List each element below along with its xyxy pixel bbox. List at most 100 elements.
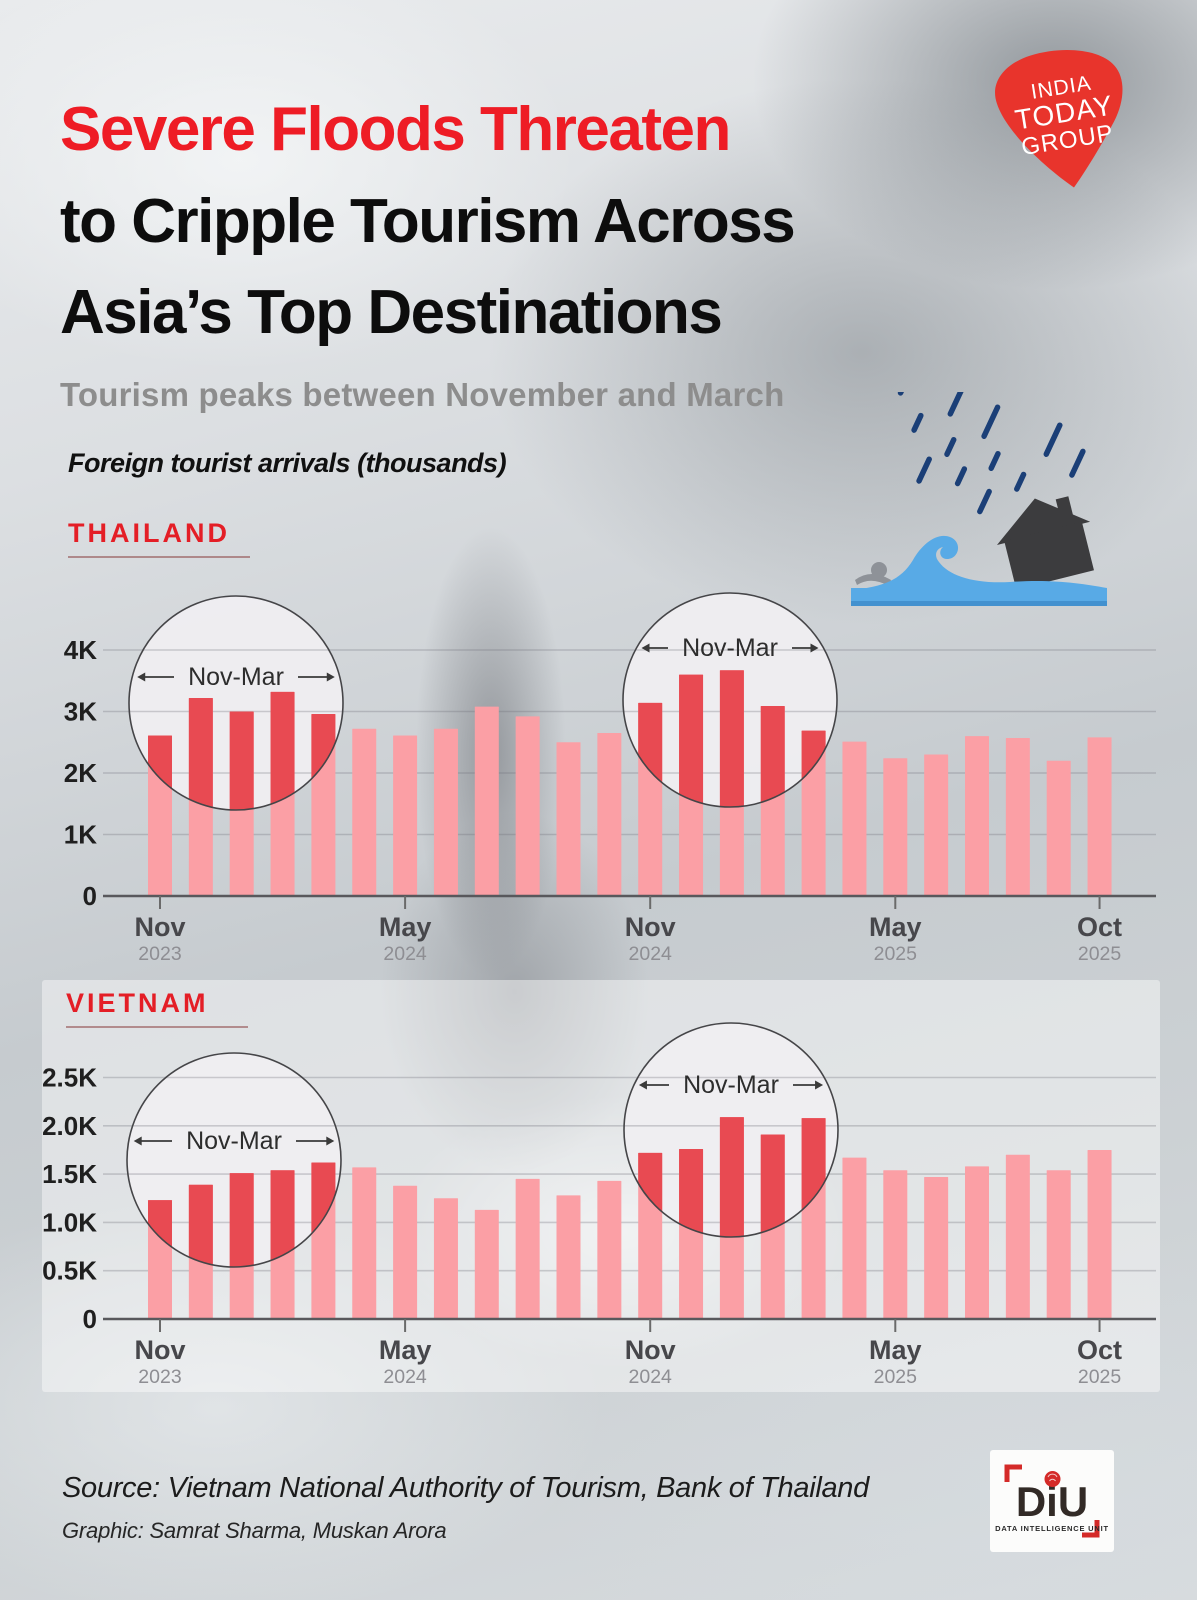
x-tick-month: Oct — [1077, 912, 1122, 942]
bar-vietnam-10 — [556, 1195, 581, 1319]
highlight-circle-outline — [623, 1022, 839, 1238]
title-line-1: Severe Floods Threaten — [60, 95, 731, 164]
x-tick-month: Nov — [625, 1335, 676, 1365]
bar-thailand-23 — [1087, 737, 1112, 896]
bar-vietnam-7 — [433, 1198, 458, 1319]
y-tick-label: 1K — [64, 820, 97, 850]
bar-vietnam-17 — [842, 1157, 867, 1319]
bar-thailand-22 — [1046, 760, 1071, 896]
flood-icon — [851, 392, 1107, 606]
x-tick-year: 2025 — [1078, 1366, 1122, 1388]
annotation-nov-mar: Nov-Mar — [188, 663, 284, 691]
bar-vietnam-22 — [1046, 1170, 1071, 1319]
diu-logo: DiU DATA INTELLIGENCE UNIT — [990, 1450, 1114, 1552]
bar-thailand-1-highlighted — [188, 697, 213, 810]
y-tick-label: 0.5K — [42, 1256, 97, 1286]
x-tick-year: 2025 — [874, 943, 918, 965]
diu-subtext: DATA INTELLIGENCE UNIT — [995, 1524, 1109, 1533]
bar-vietnam-19 — [924, 1176, 949, 1319]
source-text: Source: Vietnam National Authority of To… — [62, 1472, 869, 1504]
title-line-3: Asia’s Top Destinations — [60, 278, 723, 347]
bar-thailand-2-highlighted — [229, 711, 254, 810]
x-tick-month: May — [379, 1335, 432, 1365]
bar-thailand-19 — [924, 754, 949, 896]
diu-bracket-bottomright — [1082, 1520, 1100, 1538]
bar-vietnam-3-highlighted — [270, 1170, 295, 1267]
annotation-arrowhead — [638, 1080, 647, 1090]
bar-vietnam-20 — [965, 1166, 989, 1319]
x-tick-month: May — [379, 912, 432, 942]
x-tick-month: Oct — [1077, 1335, 1122, 1365]
y-tick-label: 1.0K — [42, 1207, 97, 1237]
wave-icon — [851, 535, 1107, 606]
annotation-nov-mar: Nov-Mar — [186, 1127, 282, 1155]
chart-vietnam: 00.5K1.0K1.5K2.0K2.5KNov-MarNov-MarNov20… — [42, 1022, 1156, 1388]
bar-thailand-10 — [556, 742, 581, 896]
x-tick-year: 2024 — [629, 1366, 673, 1388]
y-tick-label: 4K — [64, 635, 97, 665]
bar-thailand-14-highlighted — [719, 670, 744, 807]
y-tick-label: 2.0K — [42, 1111, 97, 1141]
x-tick-year: 2025 — [1078, 943, 1122, 965]
bar-thailand-8 — [474, 706, 499, 896]
bar-thailand-17 — [842, 741, 867, 896]
bar-thailand-20 — [965, 736, 989, 896]
annotation-nov-mar: Nov-Mar — [683, 1071, 779, 1099]
x-tick-month: May — [869, 1335, 922, 1365]
x-tick-year: 2023 — [138, 943, 181, 965]
subtitle: Tourism peaks between November and March — [60, 376, 785, 413]
bar-vietnam-8 — [474, 1209, 499, 1319]
bar-vietnam-18 — [883, 1170, 908, 1319]
x-tick-month: Nov — [134, 912, 185, 942]
highlight-circle-outline — [126, 1052, 342, 1268]
x-tick-year: 2024 — [383, 943, 427, 965]
bar-thailand-7 — [433, 728, 458, 896]
bar-thailand-11 — [597, 733, 622, 896]
logo-pick-shape — [995, 50, 1123, 188]
x-tick-year: 2024 — [629, 943, 673, 965]
chart-title-thailand: THAILAND — [68, 518, 230, 548]
bar-vietnam-14-highlighted — [719, 1117, 744, 1237]
x-tick-year: 2023 — [138, 1366, 181, 1388]
annotation-arrowhead — [815, 1080, 824, 1090]
annotation-arrowhead — [641, 643, 650, 653]
bar-thailand-5 — [352, 728, 377, 896]
chart-title-vietnam: VIETNAM — [66, 988, 209, 1018]
bar-thailand-3-highlighted — [270, 691, 295, 810]
x-tick-month: May — [869, 912, 922, 942]
bar-vietnam-6 — [393, 1185, 418, 1319]
x-tick-year: 2024 — [383, 1366, 427, 1388]
highlight-circle-outline — [128, 595, 344, 811]
annotation-arrowhead — [137, 672, 146, 682]
bar-thailand-21 — [1005, 737, 1030, 896]
bar-vietnam-21 — [1005, 1154, 1030, 1319]
units-label: Foreign tourist arrivals (thousands) — [68, 448, 507, 478]
rain-icon — [897, 392, 1086, 515]
x-tick-month: Nov — [134, 1335, 185, 1365]
annotation-arrowhead — [326, 672, 335, 682]
vietnam-underline — [66, 1026, 248, 1028]
y-tick-label: 2.5K — [42, 1063, 97, 1093]
annotation-arrowhead — [810, 643, 819, 653]
y-tick-label: 0 — [83, 881, 97, 911]
bar-vietnam-1-highlighted — [188, 1184, 213, 1267]
bar-thailand-18 — [883, 758, 908, 896]
y-tick-label: 0 — [83, 1304, 97, 1334]
annotation-arrowhead — [133, 1136, 142, 1146]
bar-vietnam-2-highlighted — [229, 1173, 254, 1267]
flooded-house-icon — [996, 496, 1094, 590]
annotation-arrowhead — [326, 1136, 335, 1146]
thailand-underline — [68, 556, 250, 558]
bar-vietnam-23 — [1087, 1149, 1112, 1319]
highlight-circle-outline — [622, 592, 838, 808]
annotation-nov-mar: Nov-Mar — [682, 634, 778, 662]
x-tick-year: 2025 — [874, 1366, 918, 1388]
swimmer-icon — [855, 562, 891, 586]
y-tick-label: 2K — [64, 758, 97, 788]
title-line-2: to Cripple Tourism Across — [60, 187, 796, 256]
bar-vietnam-11 — [597, 1180, 622, 1319]
bar-thailand-13-highlighted — [679, 674, 704, 807]
x-tick-month: Nov — [625, 912, 676, 942]
